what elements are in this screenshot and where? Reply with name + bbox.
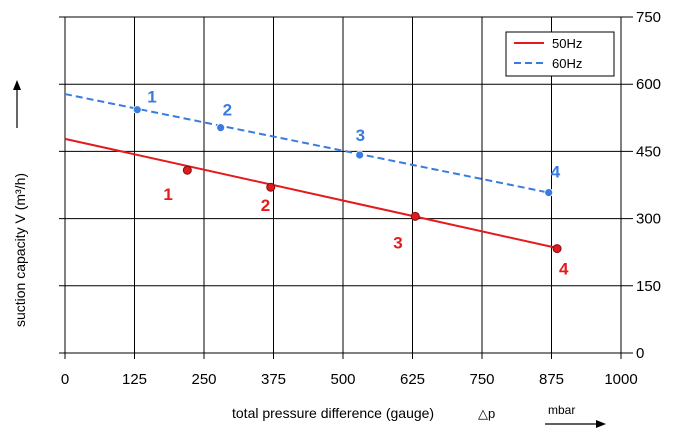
x-axis-symbol: △p bbox=[478, 406, 495, 421]
data-point-60hz-2 bbox=[216, 123, 226, 133]
series-line-60hz bbox=[64, 93, 549, 194]
x-tick-label-8: 1000 bbox=[604, 371, 637, 388]
y-axis-ticks: 0 150 300 450 600 750 bbox=[636, 9, 661, 362]
x-tick-label-3: 375 bbox=[261, 371, 286, 388]
data-label-60hz-2: 2 bbox=[223, 101, 232, 120]
y-tick-label-1: 150 bbox=[636, 278, 661, 295]
y-axis-title: suction capacity V (m³/h) bbox=[12, 173, 28, 327]
x-axis-arrow bbox=[545, 420, 606, 428]
x-axis-unit: mbar bbox=[548, 403, 575, 417]
x-tick-label-0: 0 bbox=[61, 371, 69, 388]
data-label-50hz-2: 2 bbox=[261, 196, 270, 215]
legend-box bbox=[505, 31, 615, 77]
y-tick-label-0: 0 bbox=[636, 345, 644, 362]
y-tick-label-3: 450 bbox=[636, 143, 661, 160]
series-line-50hz bbox=[64, 137, 561, 250]
x-tick-label-6: 750 bbox=[469, 371, 494, 388]
data-point-60hz-1 bbox=[132, 105, 142, 115]
x-axis-title: total pressure difference (gauge) bbox=[232, 405, 434, 421]
data-label-60hz-3: 3 bbox=[356, 126, 365, 145]
legend-label-50hz: 50Hz bbox=[552, 36, 582, 51]
data-label-50hz-1: 1 bbox=[163, 185, 172, 204]
data-label-60hz-4: 4 bbox=[551, 163, 561, 182]
x-tick-label-5: 625 bbox=[400, 371, 425, 388]
x-tick-label-7: 875 bbox=[539, 371, 564, 388]
data-point-60hz-3 bbox=[355, 150, 365, 160]
data-point-50hz-2 bbox=[266, 182, 276, 192]
data-label-50hz-3: 3 bbox=[393, 233, 402, 252]
data-point-60hz-4 bbox=[544, 188, 554, 198]
y-tick-label-4: 600 bbox=[636, 76, 661, 93]
y-axis-arrow bbox=[13, 80, 21, 128]
y-tick-label-5: 750 bbox=[636, 9, 661, 26]
series-layer: 1 2 3 4 1 2 3 4 bbox=[64, 88, 569, 279]
y-tick-label-2: 300 bbox=[636, 211, 661, 228]
x-tick-label-1: 125 bbox=[122, 371, 147, 388]
x-axis-ticks: 0 125 250 375 500 625 750 875 1000 bbox=[61, 371, 638, 388]
x-tick-label-2: 250 bbox=[191, 371, 216, 388]
data-point-50hz-3 bbox=[410, 211, 420, 221]
legend-label-60hz: 60Hz bbox=[552, 56, 582, 71]
legend: 50Hz 60Hz bbox=[505, 31, 615, 77]
data-label-50hz-4: 4 bbox=[559, 260, 569, 279]
data-label-60hz-1: 1 bbox=[147, 88, 156, 107]
data-point-50hz-1 bbox=[182, 165, 192, 175]
data-point-50hz-4 bbox=[552, 244, 562, 254]
x-tick-label-4: 500 bbox=[330, 371, 355, 388]
